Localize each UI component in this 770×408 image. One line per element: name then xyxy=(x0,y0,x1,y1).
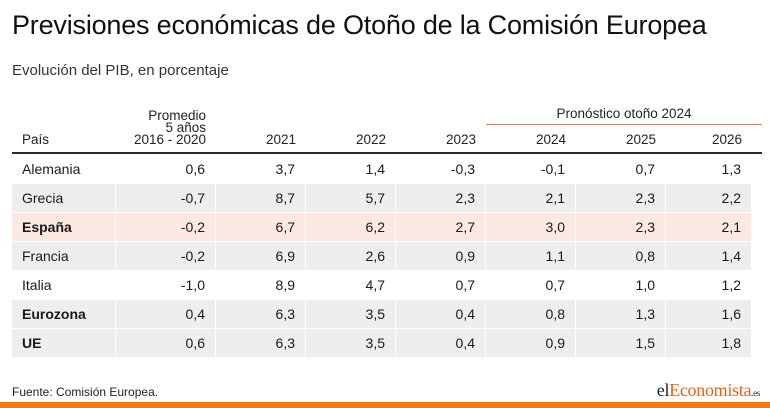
value-cell: 2,3 xyxy=(576,184,666,212)
table-row: Grecia -0,7 8,7 5,7 2,3 2,1 2,3 2,2 xyxy=(12,184,762,212)
forecast-group-rule xyxy=(486,124,762,125)
value-cell: 8,7 xyxy=(216,184,306,212)
bottom-accent-bar xyxy=(0,402,770,408)
value-cell: 0,9 xyxy=(486,329,576,357)
country-cell: Eurozona xyxy=(12,300,116,328)
value-cell: 0,4 xyxy=(396,329,486,357)
page-title: Previsiones económicas de Otoño de la Co… xyxy=(12,10,707,40)
value-cell: -0,2 xyxy=(116,213,216,241)
column-header-country: País xyxy=(22,132,50,147)
column-header-2021: 2021 xyxy=(265,132,296,147)
column-header-2026: 2026 xyxy=(711,132,742,147)
value-cell: 0,9 xyxy=(396,242,486,270)
value-cell: 1,8 xyxy=(666,329,752,357)
value-cell: 0,7 xyxy=(576,155,666,183)
column-header-2023: 2023 xyxy=(445,132,476,147)
country-cell: Italia xyxy=(12,271,116,299)
value-cell: 2,3 xyxy=(396,184,486,212)
logo-text-suffix: .es xyxy=(751,388,760,398)
value-cell: 1,0 xyxy=(576,271,666,299)
value-cell: 1,4 xyxy=(666,242,752,270)
value-cell: -0,7 xyxy=(116,184,216,212)
value-cell: 3,5 xyxy=(306,300,396,328)
publisher-logo: elEconomista.es xyxy=(656,380,761,401)
value-cell: 1,6 xyxy=(666,300,752,328)
value-cell: 6,9 xyxy=(216,242,306,270)
value-cell: 0,8 xyxy=(576,242,666,270)
logo-text-economista: Economista xyxy=(669,380,752,400)
value-cell: 2,1 xyxy=(486,184,576,212)
value-cell: 8,9 xyxy=(216,271,306,299)
column-header-2025: 2025 xyxy=(625,132,656,147)
value-cell: 5,7 xyxy=(306,184,396,212)
value-cell: 0,8 xyxy=(486,300,576,328)
value-cell: -0,2 xyxy=(116,242,216,270)
value-cell: 6,3 xyxy=(216,329,306,357)
table-header-row: Pronóstico otoño 2024 País Promedio 5 añ… xyxy=(12,102,762,154)
value-cell: 1,3 xyxy=(576,300,666,328)
source-note: Fuente: Comisión Europea. xyxy=(12,385,159,399)
column-header-average: Promedio 5 años 2016 - 2020 xyxy=(133,108,206,147)
page-subtitle: Evolución del PIB, en porcentaje xyxy=(12,62,229,79)
value-cell: 1,5 xyxy=(576,329,666,357)
table-row: Francia -0,2 6,9 2,6 0,9 1,1 0,8 1,4 xyxy=(12,242,762,270)
column-header-2024: 2024 xyxy=(535,132,566,147)
column-header-2022: 2022 xyxy=(355,132,386,147)
value-cell: 0,7 xyxy=(486,271,576,299)
value-cell: 6,7 xyxy=(216,213,306,241)
value-cell: 6,3 xyxy=(216,300,306,328)
value-cell: 0,6 xyxy=(116,155,216,183)
value-cell: 3,5 xyxy=(306,329,396,357)
value-cell: 0,7 xyxy=(396,271,486,299)
value-cell: -0,3 xyxy=(396,155,486,183)
value-cell: 2,3 xyxy=(576,213,666,241)
value-cell: 2,7 xyxy=(396,213,486,241)
value-cell: 0,4 xyxy=(116,300,216,328)
table-body: Alemania 0,6 3,7 1,4 -0,3 -0,1 0,7 1,3 Grecia -0,… xyxy=(12,155,762,357)
value-cell: 2,2 xyxy=(666,184,752,212)
table-row: Italia -1,0 8,9 4,7 0,7 0,7 1,0 1,2 xyxy=(12,271,762,299)
value-cell: 6,2 xyxy=(306,213,396,241)
value-cell: 1,1 xyxy=(486,242,576,270)
value-cell: 0,4 xyxy=(396,300,486,328)
logo-text-el: el xyxy=(656,380,670,400)
gdp-table: Pronóstico otoño 2024 País Promedio 5 añ… xyxy=(12,102,762,357)
value-cell: 1,3 xyxy=(666,155,752,183)
value-cell: 1,2 xyxy=(666,271,752,299)
forecast-group-label: Pronóstico otoño 2024 xyxy=(556,106,692,121)
table-row: Eurozona 0,4 6,3 3,5 0,4 0,8 1,3 1,6 xyxy=(12,300,762,328)
country-cell: UE xyxy=(12,329,116,357)
country-cell: Francia xyxy=(12,242,116,270)
table-row: UE 0,6 6,3 3,5 0,4 0,9 1,5 1,8 xyxy=(12,329,762,357)
country-cell: Grecia xyxy=(12,184,116,212)
table-row: Alemania 0,6 3,7 1,4 -0,3 -0,1 0,7 1,3 xyxy=(12,155,762,183)
value-cell: 0,6 xyxy=(116,329,216,357)
value-cell: -1,0 xyxy=(116,271,216,299)
value-cell: 1,4 xyxy=(306,155,396,183)
value-cell: 2,6 xyxy=(306,242,396,270)
value-cell: 3,7 xyxy=(216,155,306,183)
value-cell: -0,1 xyxy=(486,155,576,183)
value-cell: 4,7 xyxy=(306,271,396,299)
country-cell: Alemania xyxy=(12,155,116,183)
country-cell: España xyxy=(12,213,116,241)
value-cell: 2,1 xyxy=(666,213,752,241)
table-row: España -0,2 6,7 6,2 2,7 3,0 2,3 2,1 xyxy=(12,213,762,241)
value-cell: 3,0 xyxy=(486,213,576,241)
